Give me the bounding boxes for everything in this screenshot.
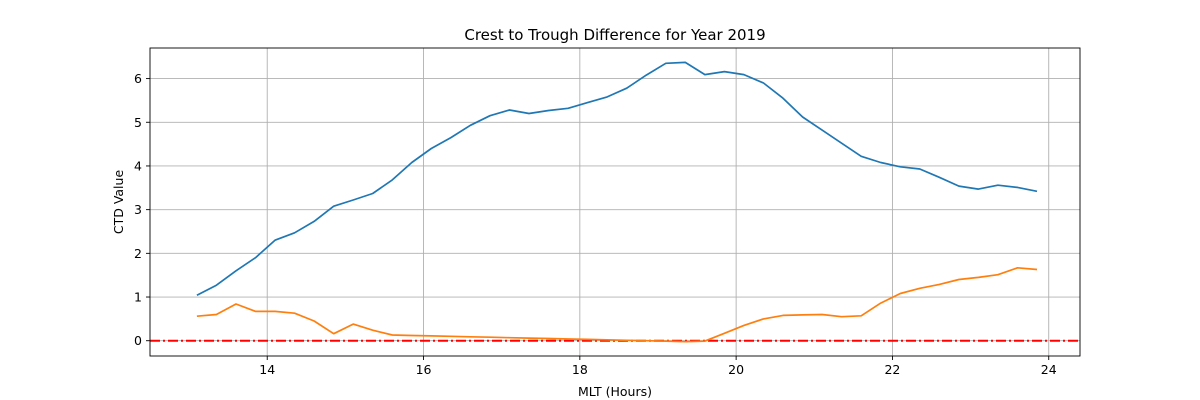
y-tick-label: 3 [134, 202, 142, 217]
x-tick-label: 22 [884, 362, 900, 377]
chart-title: Crest to Trough Difference for Year 2019 [464, 26, 765, 44]
x-tick-label: 18 [572, 362, 588, 377]
x-tick-label: 14 [259, 362, 275, 377]
series-layer [196, 61, 1038, 343]
y-tick-label: 4 [134, 158, 142, 173]
y-axis-label: CTD Value [111, 170, 126, 235]
y-tick-label: 5 [134, 115, 142, 130]
plot-frame [149, 47, 1081, 357]
x-tick-label: 20 [728, 362, 744, 377]
series-line-1 [196, 61, 1038, 297]
series-line-2 [196, 266, 1038, 343]
y-tick-label: 2 [134, 246, 142, 261]
y-tick-label: 1 [134, 290, 142, 305]
x-tick-label: 16 [416, 362, 432, 377]
y-axis-ticks: 0 1 2 3 4 5 6 [134, 71, 150, 348]
y-tick-label: 0 [134, 333, 142, 348]
x-axis-label: MLT (Hours) [578, 384, 652, 399]
y-tick-label: 6 [134, 71, 142, 86]
x-axis-ticks: 14 16 18 20 22 24 [259, 356, 1057, 377]
x-tick-label: 24 [1041, 362, 1057, 377]
